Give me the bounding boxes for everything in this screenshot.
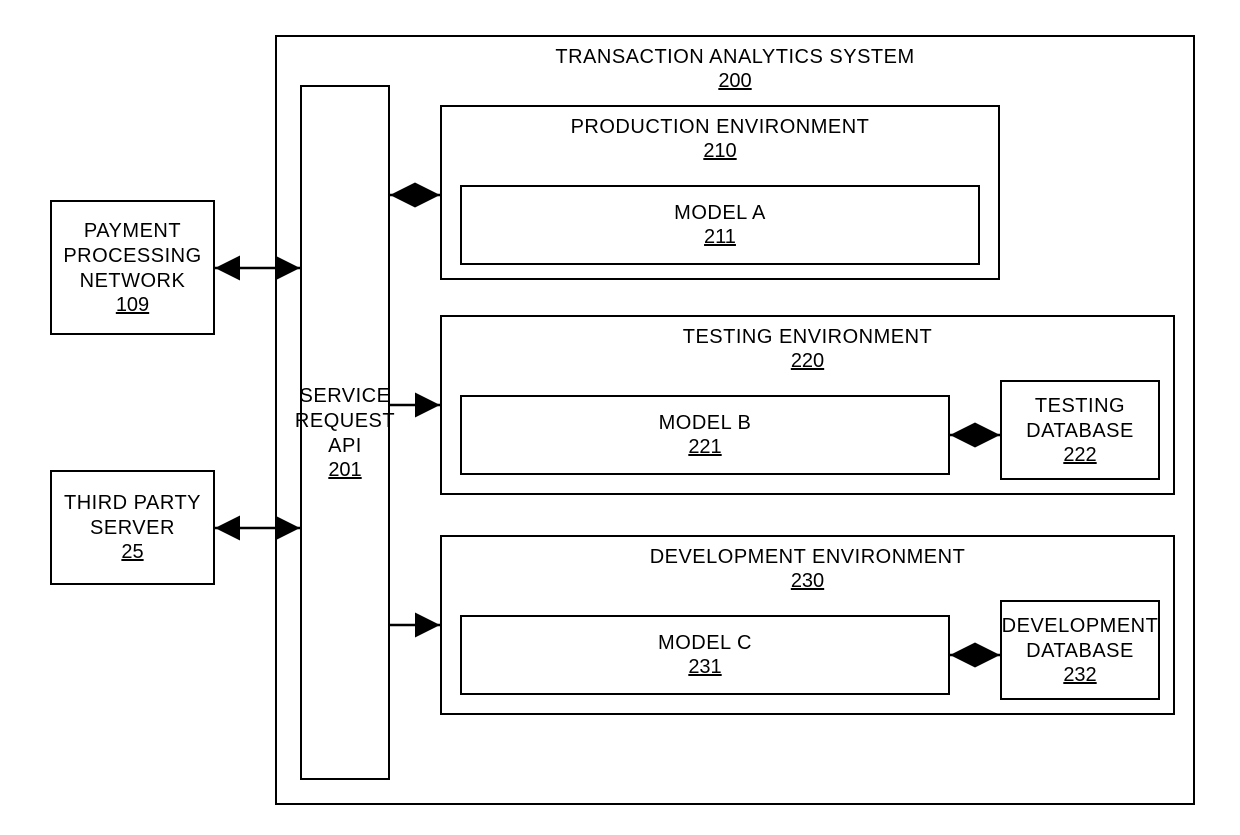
edges-layer [0, 0, 1240, 835]
diagram-stage: PAYMENTPROCESSINGNETWORK 109 THIRD PARTY… [0, 0, 1240, 835]
